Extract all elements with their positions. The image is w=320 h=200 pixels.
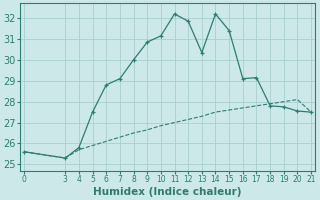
X-axis label: Humidex (Indice chaleur): Humidex (Indice chaleur) xyxy=(93,187,242,197)
